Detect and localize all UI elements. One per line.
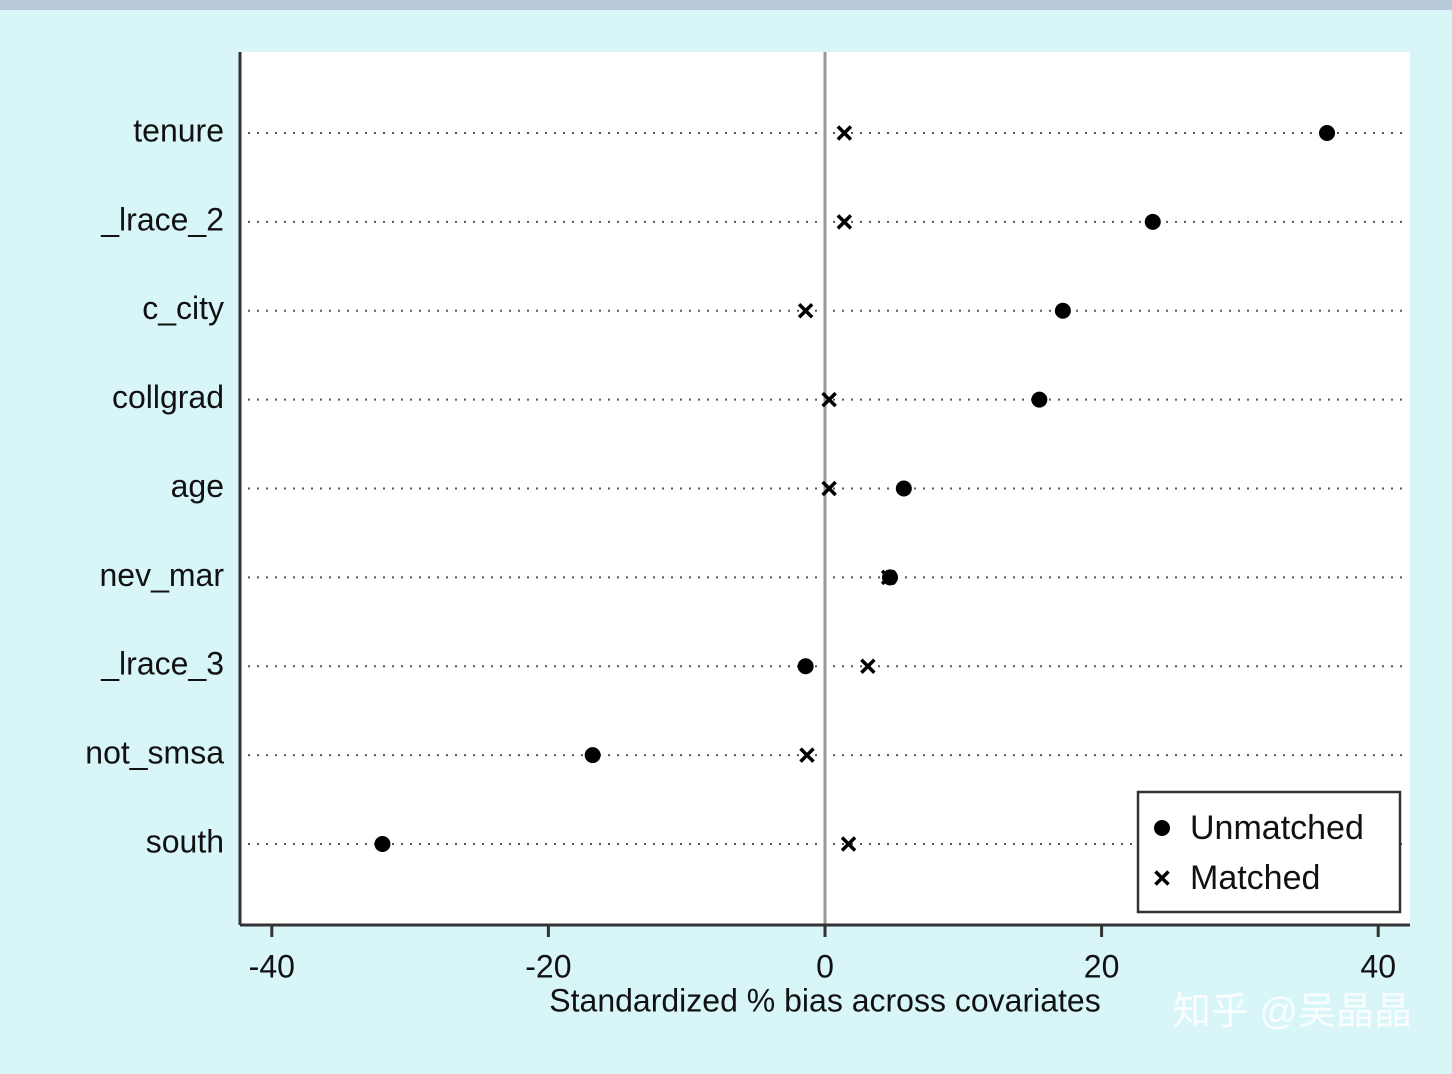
legend-box (1136, 790, 1402, 914)
y-tick-label: collgrad (112, 379, 224, 415)
cross-stroke (797, 303, 814, 319)
x-tick-label: -20 (525, 948, 571, 984)
y-tick-label: c_city (142, 290, 224, 326)
dot (1054, 302, 1071, 319)
cross-stroke (840, 836, 857, 852)
dot (584, 747, 601, 764)
dot (1031, 391, 1048, 408)
cross (840, 836, 857, 852)
cross (836, 125, 853, 141)
y-tick-label: _lrace_2 (100, 201, 224, 237)
cross-stroke (799, 747, 815, 763)
cross-stroke (836, 214, 853, 230)
watermark: 知乎 @吴晶晶 (1173, 991, 1412, 1033)
dot (1154, 820, 1170, 836)
cross (880, 569, 897, 586)
legend-label: Matched (1190, 859, 1320, 897)
cross (860, 658, 876, 674)
cross (1154, 870, 1170, 886)
cross (799, 747, 815, 763)
x-tick-label: 0 (816, 948, 834, 984)
x-tick-label: 40 (1360, 948, 1396, 984)
dot (374, 836, 391, 852)
cross (821, 480, 837, 497)
dot (797, 658, 814, 675)
y-tick-label: age (171, 468, 224, 504)
cross-stroke (821, 391, 837, 408)
legend-label: Unmatched (1190, 809, 1364, 847)
cross-stroke (821, 480, 837, 497)
y-tick-label: _lrace_3 (100, 646, 224, 682)
dot (1319, 125, 1336, 141)
dot (1144, 213, 1161, 230)
x-tick-label: -40 (249, 948, 295, 984)
cross-stroke (1154, 870, 1170, 886)
y-tick-label: nev_mar (100, 557, 225, 593)
cross (797, 303, 814, 319)
x-axis-label: Standardized % bias across covariates (549, 982, 1100, 1018)
dot (895, 480, 912, 497)
y-tick-label: not_smsa (85, 735, 224, 771)
window-strip (0, 0, 1452, 10)
y-tick-label: south (146, 823, 224, 859)
cross (836, 214, 853, 230)
cross-stroke (860, 658, 876, 674)
cross-stroke (836, 125, 853, 141)
cross-stroke (880, 569, 897, 586)
y-tick-label: tenure (133, 112, 224, 148)
cross (821, 391, 837, 408)
x-tick-label: 20 (1084, 948, 1120, 984)
